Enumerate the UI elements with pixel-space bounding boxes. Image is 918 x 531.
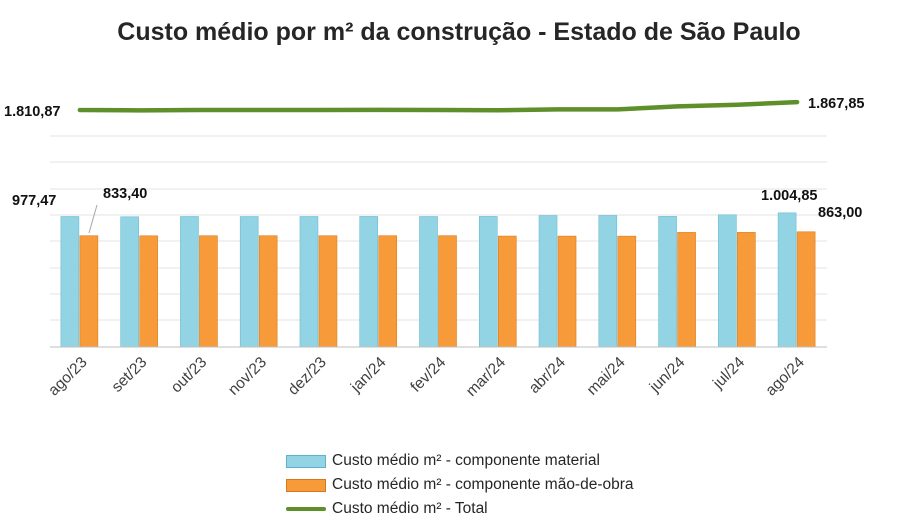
data-label-total-last: 1.867,85 [808, 96, 864, 112]
bar-material [658, 216, 677, 348]
legend-label-total: Custo médio m² - Total [332, 500, 488, 517]
bar-material [180, 216, 199, 348]
leader-line [88, 204, 98, 234]
bar-labor [497, 235, 517, 348]
chart-title: Custo médio por m² da construção - Estad… [117, 18, 801, 46]
legend-swatch-labor [286, 478, 326, 492]
bar-material [60, 216, 80, 348]
bar-labor [677, 232, 696, 348]
bar-material [299, 216, 319, 348]
bar-labor [796, 231, 816, 348]
legend-item-labor[interactable]: Custo médio m² - componente mão-de-obra [286, 473, 634, 497]
legend: Custo médio m² - componente material Cus… [286, 449, 634, 521]
x-tick-label: ago/24 [762, 354, 808, 400]
legend-swatch-total [286, 507, 326, 511]
legend-item-material[interactable]: Custo médio m² - componente material [286, 449, 634, 473]
bar-labor [438, 235, 457, 348]
bar-material [478, 216, 498, 348]
data-label-material-first: 977,47 [12, 193, 56, 209]
bar-labor [258, 235, 278, 348]
x-tick-label: dez/23 [285, 354, 330, 399]
bar-labor [737, 232, 756, 348]
bar-material [359, 216, 379, 348]
legend-label-material: Custo médio m² - componente material [332, 452, 600, 469]
x-tick-label: ago/23 [45, 354, 91, 400]
bar-labor [139, 235, 158, 348]
legend-item-total[interactable]: Custo médio m² - Total [286, 497, 634, 521]
x-tick-label: jan/24 [347, 354, 390, 397]
bar-labor [378, 235, 398, 348]
bar-material [120, 216, 139, 348]
data-label-total-first: 1.810,87 [4, 104, 60, 120]
x-tick-label: mar/24 [463, 354, 509, 400]
legend-swatch-material [286, 454, 326, 468]
bar-material [718, 214, 737, 348]
bar-labor [199, 235, 218, 348]
x-tick-label: set/23 [109, 354, 151, 396]
legend-label-labor: Custo médio m² - componente mão-de-obra [332, 476, 634, 493]
x-tick-label: abr/24 [526, 354, 569, 397]
bar-material [239, 216, 259, 348]
bar-labor [557, 235, 577, 348]
bar-material [419, 216, 438, 348]
line-total [77, 99, 800, 113]
x-tick-label: fev/24 [407, 354, 449, 396]
bar-labor [318, 235, 338, 348]
data-label-labor-first: 833,40 [103, 186, 147, 202]
bar-labor [79, 235, 99, 348]
bar-labor [617, 235, 637, 348]
data-label-material-last: 1.004,85 [761, 188, 817, 204]
x-tick-label: jun/24 [646, 354, 689, 397]
x-tick-label: nov/23 [225, 354, 270, 399]
x-tick-label: out/23 [168, 354, 211, 397]
x-tick-label: jul/24 [709, 354, 748, 393]
bar-material [777, 212, 797, 348]
data-label-labor-last: 863,00 [818, 205, 862, 221]
bar-material [538, 215, 558, 348]
x-tick-label: mai/24 [584, 354, 629, 399]
bar-material [598, 215, 618, 348]
